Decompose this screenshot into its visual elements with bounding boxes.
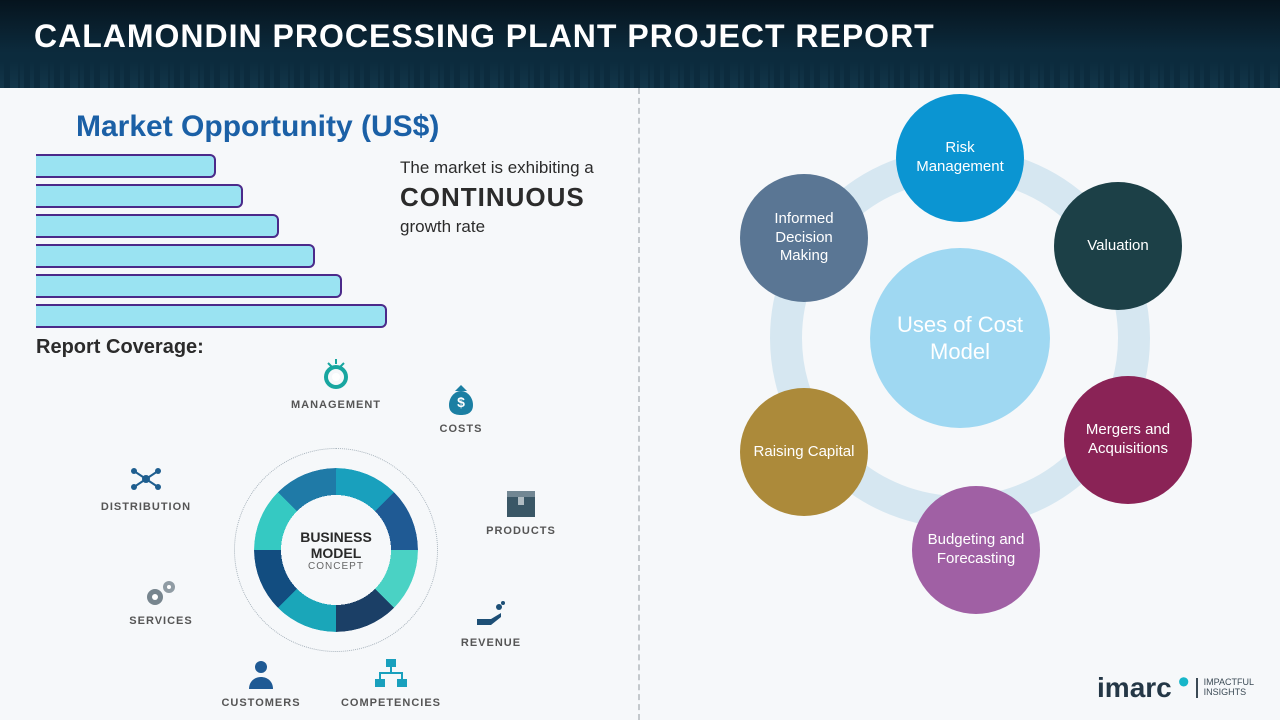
bar [36, 274, 342, 298]
bar-row [36, 274, 396, 298]
cost-node: Informed Decision Making [740, 174, 868, 302]
skyline-deco [0, 60, 1280, 88]
bm-node-costs: $ COSTS [406, 383, 516, 435]
bar-row [36, 154, 396, 178]
bm-node-label: SERVICES [106, 615, 216, 627]
logo-name: imarc [1097, 672, 1172, 704]
wheel-center-l1: BUSINESS [300, 529, 372, 545]
svg-text:$: $ [457, 394, 465, 410]
bm-node-label: PRODUCTS [466, 525, 576, 537]
growth-line3: growth rate [400, 217, 610, 237]
bm-node-label: COMPETENCIES [336, 697, 446, 709]
business-model-wheel: BUSINESS MODEL CONCEPT MANAGEMENT $ COSTS… [36, 365, 618, 715]
cost-node: Raising Capital [740, 388, 868, 516]
bar-row [36, 214, 396, 238]
gears-icon [143, 575, 179, 611]
cost-node: Risk Management [896, 94, 1024, 222]
wheel-center: BUSINESS MODEL CONCEPT [261, 475, 411, 625]
left-panel: Market Opportunity (US$) The market is e… [0, 88, 640, 720]
hand-coins-icon [473, 597, 509, 633]
cost-node: Mergers and Acquisitions [1064, 376, 1192, 504]
cost-model-hub: Uses of Cost Model [870, 248, 1050, 428]
box-icon [503, 485, 539, 521]
bm-node-management: MANAGEMENT [281, 359, 391, 411]
bm-node-competencies: COMPETENCIES [336, 657, 446, 709]
recycle-bulb-icon [318, 359, 354, 395]
bm-node-revenue: REVENUE [436, 597, 546, 649]
bar [36, 214, 279, 238]
bar [36, 304, 387, 328]
bm-node-label: COSTS [406, 423, 516, 435]
logo-tagline: IMPACTFULINSIGHTS [1196, 678, 1254, 698]
market-bar-chart [36, 154, 396, 328]
right-panel: Uses of Cost Model imarc• IMPACTFULINSIG… [640, 88, 1280, 720]
growth-caption: The market is exhibiting a CONTINUOUS gr… [400, 158, 610, 237]
brand-logo: imarc• IMPACTFULINSIGHTS [1097, 672, 1254, 704]
market-title: Market Opportunity (US$) [76, 110, 618, 144]
org-chart-icon [373, 657, 409, 693]
page-title: CALAMONDIN PROCESSING PLANT PROJECT REPO… [34, 18, 935, 55]
bar [36, 244, 315, 268]
bar-row [36, 244, 396, 268]
bm-node-distribution: DISTRIBUTION [91, 461, 201, 513]
report-coverage-title: Report Coverage: [36, 336, 618, 359]
bar-row [36, 184, 396, 208]
person-icon [243, 657, 279, 693]
header-banner: CALAMONDIN PROCESSING PLANT PROJECT REPO… [0, 0, 1280, 88]
bm-node-services: SERVICES [106, 575, 216, 627]
bm-node-products: PRODUCTS [466, 485, 576, 537]
wheel-center-l2: MODEL [311, 545, 362, 561]
bar-row [36, 304, 396, 328]
bar [36, 184, 243, 208]
cost-node: Budgeting and Forecasting [912, 486, 1040, 614]
bm-node-label: REVENUE [436, 637, 546, 649]
cost-node: Valuation [1054, 182, 1182, 310]
wheel-center-l3: CONCEPT [308, 561, 364, 572]
growth-line1: The market is exhibiting a [400, 158, 610, 178]
bm-node-label: DISTRIBUTION [91, 501, 201, 513]
network-icon [128, 461, 164, 497]
money-bag-icon: $ [443, 383, 479, 419]
growth-line2: CONTINUOUS [400, 182, 610, 213]
bm-node-label: MANAGEMENT [281, 399, 391, 411]
bm-node-label: CUSTOMERS [206, 697, 316, 709]
bm-node-customers: CUSTOMERS [206, 657, 316, 709]
bar [36, 154, 216, 178]
